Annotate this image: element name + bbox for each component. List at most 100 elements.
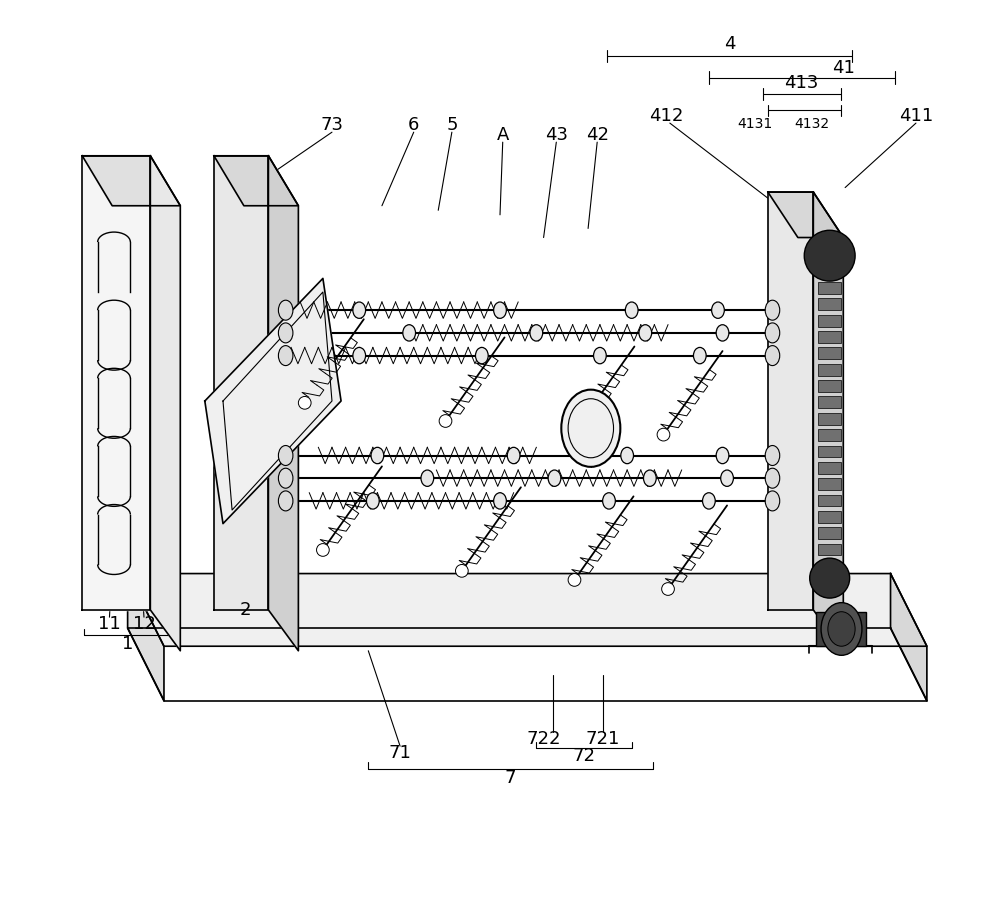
Circle shape	[657, 428, 670, 441]
Polygon shape	[82, 156, 150, 609]
Text: 1: 1	[122, 634, 133, 652]
Ellipse shape	[621, 447, 634, 464]
Ellipse shape	[716, 447, 729, 464]
Text: 412: 412	[649, 107, 683, 125]
Polygon shape	[214, 156, 268, 609]
Bar	[818, 299, 841, 310]
Circle shape	[298, 396, 311, 409]
Bar	[818, 266, 841, 278]
Text: A: A	[497, 126, 509, 144]
Ellipse shape	[716, 324, 729, 341]
Polygon shape	[128, 574, 927, 646]
Polygon shape	[268, 156, 298, 650]
Circle shape	[317, 544, 329, 557]
Bar	[818, 495, 841, 507]
Ellipse shape	[712, 302, 724, 318]
Text: 42: 42	[586, 126, 609, 144]
Ellipse shape	[625, 302, 638, 318]
Ellipse shape	[530, 324, 543, 341]
Text: 41: 41	[832, 58, 855, 77]
Ellipse shape	[366, 493, 379, 509]
Text: 722: 722	[526, 730, 561, 748]
Bar	[818, 413, 841, 425]
Ellipse shape	[594, 347, 606, 363]
Bar	[818, 429, 841, 441]
Bar	[818, 396, 841, 408]
Bar	[816, 611, 866, 646]
Bar	[818, 511, 841, 523]
Ellipse shape	[821, 603, 862, 655]
Ellipse shape	[703, 493, 715, 509]
Text: 413: 413	[784, 74, 819, 92]
Bar	[818, 331, 841, 343]
Ellipse shape	[403, 324, 416, 341]
Bar	[818, 380, 841, 392]
Bar	[818, 478, 841, 490]
Circle shape	[439, 415, 452, 427]
Bar	[818, 347, 841, 359]
Polygon shape	[205, 279, 341, 524]
Circle shape	[455, 565, 468, 578]
Polygon shape	[128, 574, 164, 701]
Ellipse shape	[721, 470, 733, 486]
Bar	[818, 527, 841, 539]
Ellipse shape	[278, 322, 293, 343]
Text: 71: 71	[389, 744, 412, 763]
Circle shape	[804, 230, 855, 281]
Text: 4132: 4132	[794, 117, 829, 131]
Text: 2: 2	[240, 601, 251, 619]
Ellipse shape	[765, 345, 780, 365]
Ellipse shape	[278, 445, 293, 466]
Ellipse shape	[765, 301, 780, 320]
Ellipse shape	[421, 470, 434, 486]
Ellipse shape	[765, 491, 780, 511]
Polygon shape	[813, 192, 843, 650]
Ellipse shape	[507, 447, 520, 464]
Ellipse shape	[494, 302, 506, 318]
Ellipse shape	[371, 447, 384, 464]
Ellipse shape	[278, 345, 293, 365]
Ellipse shape	[643, 470, 656, 486]
Bar	[818, 462, 841, 474]
Ellipse shape	[765, 445, 780, 466]
Text: 6: 6	[408, 116, 419, 134]
Ellipse shape	[353, 302, 366, 318]
Ellipse shape	[765, 322, 780, 343]
Polygon shape	[150, 156, 180, 650]
Polygon shape	[891, 574, 927, 701]
Text: 73: 73	[320, 116, 343, 134]
Bar	[818, 544, 841, 556]
Ellipse shape	[278, 491, 293, 511]
Bar	[818, 314, 841, 326]
Bar	[818, 282, 841, 294]
Text: 4131: 4131	[738, 117, 773, 131]
Bar	[818, 445, 841, 457]
Ellipse shape	[603, 493, 615, 509]
Ellipse shape	[353, 347, 366, 363]
Bar	[818, 363, 841, 375]
Text: 72: 72	[572, 747, 595, 765]
Polygon shape	[82, 156, 180, 206]
Circle shape	[569, 424, 582, 436]
Ellipse shape	[693, 347, 706, 363]
Ellipse shape	[639, 324, 652, 341]
Text: 721: 721	[585, 730, 620, 748]
Ellipse shape	[475, 347, 488, 363]
Circle shape	[568, 574, 581, 587]
Text: 5: 5	[446, 116, 458, 134]
Ellipse shape	[278, 301, 293, 320]
Ellipse shape	[548, 470, 561, 486]
Text: 43: 43	[545, 126, 568, 144]
Ellipse shape	[561, 390, 620, 466]
Polygon shape	[768, 192, 813, 609]
Polygon shape	[768, 192, 843, 238]
Text: 11: 11	[98, 615, 121, 632]
Ellipse shape	[494, 493, 506, 509]
Polygon shape	[214, 156, 298, 206]
Ellipse shape	[828, 611, 855, 646]
Ellipse shape	[765, 468, 780, 488]
Text: 12: 12	[133, 615, 155, 632]
Text: 7: 7	[504, 769, 516, 787]
Circle shape	[662, 583, 674, 596]
Ellipse shape	[278, 468, 293, 488]
